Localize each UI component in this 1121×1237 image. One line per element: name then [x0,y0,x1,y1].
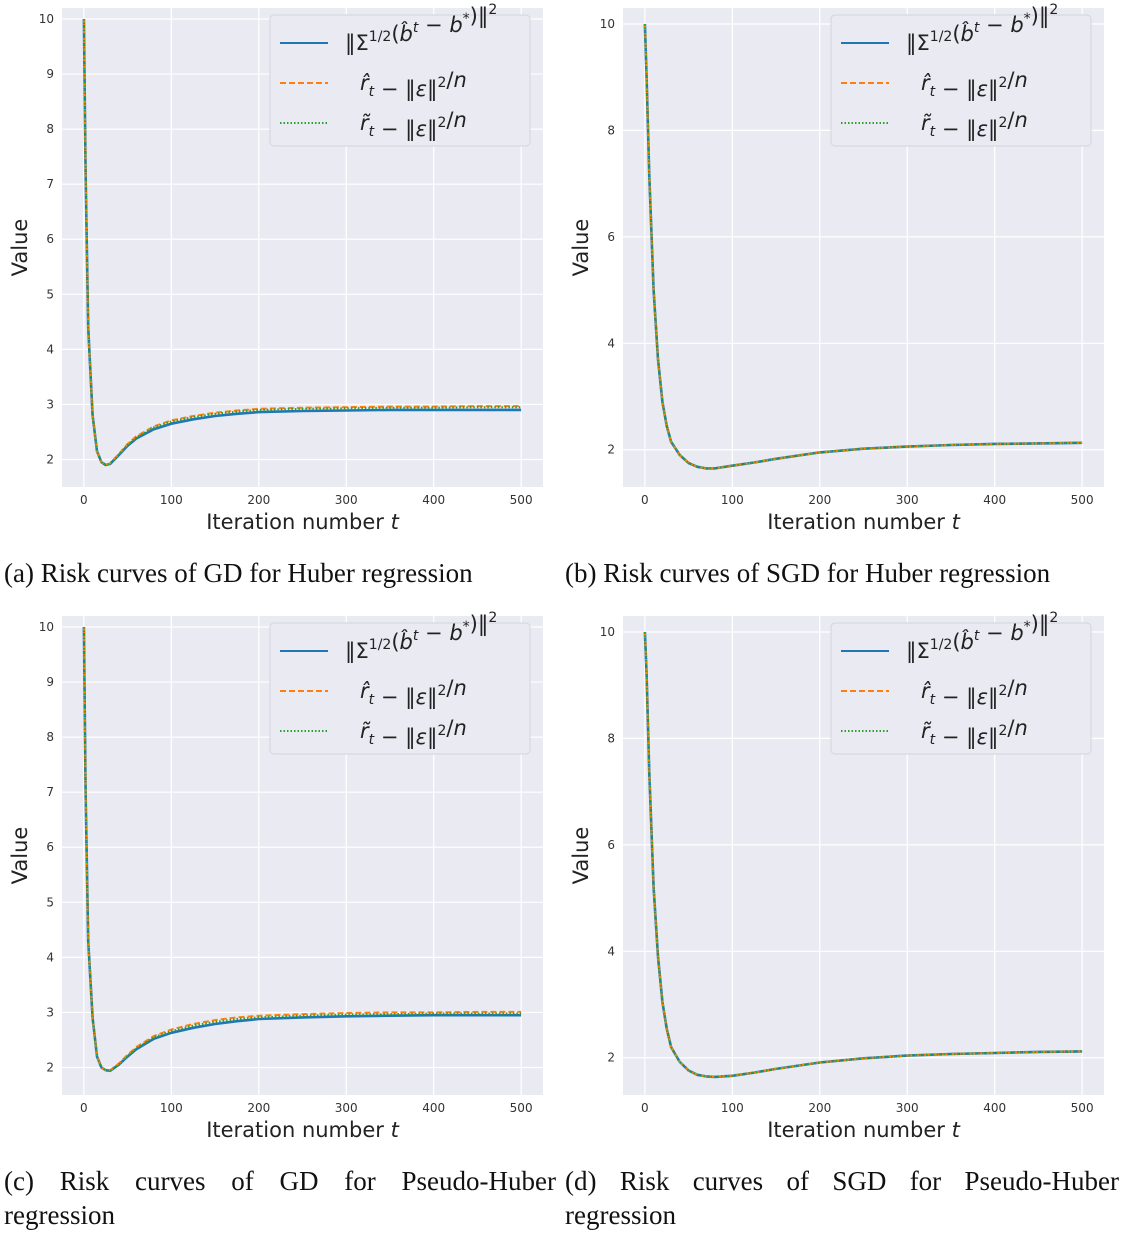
y-tick-label: 10 [39,620,54,634]
x-tick-label: 300 [335,1101,358,1115]
y-tick-label: 8 [607,731,615,745]
y-tick-label: 2 [46,452,54,466]
legend-label-2: r̃t − ‖ε‖2/n [921,108,1028,142]
legend: ‖Σ1/2(b̂t − b*)‖2 r̂t − ‖ε‖2/n r̃t − ‖ε‖2/… [269,610,531,755]
y-tick-label: 10 [600,625,615,639]
chart-c-svg: 0 100 200 300 400 500 2 3 4 5 6 7 8 9 10 Iteration numb… [8,610,543,1142]
y-tick-label: 4 [46,342,54,356]
x-tick-label: 100 [721,493,744,507]
y-tick-label: 6 [607,838,615,852]
caption-b: (b) Risk curves of SGD for Huber regress… [565,558,1051,588]
y-tick-label: 4 [607,336,615,350]
x-tick-label: 200 [247,1101,270,1115]
legend: ‖Σ1/2(b̂t − b*)‖2 r̂t − ‖ε‖2/n r̃t − ‖ε‖2/… [269,2,531,147]
legend-label-1: r̂t − ‖ε‖2/n [360,676,467,710]
chart-panel-d: 0 100 200 300 400 500 2 4 6 8 10 Iteration number t… [561,608,1121,1230]
series-line-3 [643,23,1083,470]
y-tick-label: 6 [46,840,54,854]
legend: ‖Σ1/2(b̂t − b*)‖2 r̂t − ‖ε‖2/n r̃t − ‖ε‖2/… [830,2,1092,147]
y-tick-label: 8 [607,123,615,137]
chart-panel-a: 0 100 200 300 400 500 2 3 4 5 6 7 8 9 10 Iteration numb… [0,0,560,608]
x-axis-label: Iteration number t [206,510,399,534]
y-tick-label: 2 [46,1060,54,1074]
legend-label-1: r̂t − ‖ε‖2/n [921,68,1028,102]
caption-a: (a) Risk curves of GD for Huber regressi… [4,558,473,588]
y-tick-label: 2 [607,443,615,457]
y-axis-label: Value [8,827,32,885]
x-tick-label: 0 [80,493,88,507]
x-axis-label: Iteration number t [206,1118,399,1142]
legend-label-0: ‖Σ1/2(b̂t − b*)‖2 [345,2,497,56]
x-tick-label: 200 [247,493,270,507]
y-tick-label: 6 [46,232,54,246]
chart-panel-c: 0 100 200 300 400 500 2 3 4 5 6 7 8 9 10 Iteration numb… [0,608,560,1230]
x-tick-label: 500 [510,1101,533,1115]
y-axis-label: Value [8,219,32,277]
x-tick-label: 0 [641,493,649,507]
legend-label-2: r̃t − ‖ε‖2/n [360,108,467,142]
legend-label-1: r̂t − ‖ε‖2/n [921,676,1028,710]
x-tick-label: 200 [808,1101,831,1115]
x-tick-label: 300 [896,493,919,507]
y-tick-label: 8 [46,730,54,744]
legend-label-0: ‖Σ1/2(b̂t − b*)‖2 [906,610,1058,664]
x-tick-label: 500 [1071,1101,1094,1115]
legend-box [830,622,1092,755]
y-tick-label: 3 [46,1005,54,1019]
y-axis-label: Value [569,827,593,885]
y-tick-label: 4 [607,944,615,958]
chart-panel-b: 0 100 200 300 400 500 2 4 6 8 10 Iteration number t… [561,0,1121,608]
series-line-3 [82,626,522,1072]
x-tick-label: 400 [983,1101,1006,1115]
x-tick-label: 200 [808,493,831,507]
y-tick-label: 10 [39,12,54,26]
series-line-3 [643,631,1083,1078]
legend-label-2: r̃t − ‖ε‖2/n [360,716,467,750]
x-tick-label: 500 [1071,493,1094,507]
series-line-3 [82,18,522,466]
y-tick-label: 3 [46,397,54,411]
chart-a-svg: 0 100 200 300 400 500 2 3 4 5 6 7 8 9 10 Iteration numb… [8,2,543,534]
legend-label-0: ‖Σ1/2(b̂t − b*)‖2 [345,610,497,664]
x-tick-label: 0 [641,1101,649,1115]
legend-label-1: r̂t − ‖ε‖2/n [360,68,467,102]
y-tick-label: 5 [46,895,54,909]
x-tick-label: 400 [422,1101,445,1115]
y-tick-label: 9 [46,675,54,689]
x-tick-label: 400 [983,493,1006,507]
caption-d: (d) Risk curves of SGD for Pseudo-Huber … [565,1166,1119,1230]
legend-box [269,622,531,755]
y-tick-label: 8 [46,122,54,136]
legend-label-2: r̃t − ‖ε‖2/n [921,716,1028,750]
legend: ‖Σ1/2(b̂t − b*)‖2 r̂t − ‖ε‖2/n r̃t − ‖ε‖2/… [830,610,1092,755]
x-tick-label: 300 [896,1101,919,1115]
y-tick-label: 5 [46,287,54,301]
y-tick-label: 9 [46,67,54,81]
series-line-2 [82,18,522,466]
x-tick-label: 400 [422,493,445,507]
y-tick-label: 6 [607,230,615,244]
y-tick-label: 2 [607,1051,615,1065]
chart-d-svg: 0 100 200 300 400 500 2 4 6 8 10 Iteration number t… [569,610,1104,1142]
chart-b-svg: 0 100 200 300 400 500 2 4 6 8 10 Iteration number t… [569,2,1104,534]
x-tick-label: 100 [160,1101,183,1115]
caption-c: (c) Risk curves of GD for Pseudo-Huber r… [4,1166,556,1230]
y-tick-label: 7 [46,785,54,799]
legend-box [269,14,531,147]
x-tick-label: 500 [510,493,533,507]
y-axis-label: Value [569,219,593,277]
x-axis-label: Iteration number t [767,1118,960,1142]
x-tick-label: 300 [335,493,358,507]
legend-label-0: ‖Σ1/2(b̂t − b*)‖2 [906,2,1058,56]
y-tick-label: 10 [600,17,615,31]
x-tick-label: 100 [721,1101,744,1115]
legend-box [830,14,1092,147]
y-tick-label: 7 [46,177,54,191]
y-tick-label: 4 [46,950,54,964]
x-axis-label: Iteration number t [767,510,960,534]
x-tick-label: 100 [160,493,183,507]
x-tick-label: 0 [80,1101,88,1115]
